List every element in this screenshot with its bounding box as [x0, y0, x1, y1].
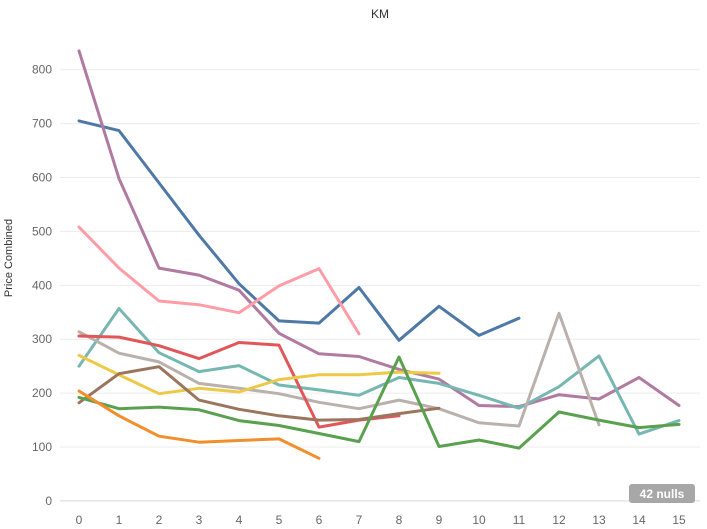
y-tick-label: 600 [32, 171, 52, 185]
series-line-8[interactable] [77, 365, 441, 422]
x-tick-label: 14 [632, 513, 646, 527]
x-tick-label: 9 [436, 513, 443, 527]
nulls-badge-label[interactable]: 42 nulls [640, 487, 685, 501]
y-tick-labels: 0 100 200 300 400 500 600 700 800 [32, 63, 52, 508]
series-line-6[interactable] [77, 334, 401, 429]
x-tick-label: 10 [472, 513, 486, 527]
series-line-2[interactable] [77, 49, 681, 409]
x-tick-label: 12 [552, 513, 566, 527]
x-tick-label: 0 [76, 513, 83, 527]
series-line-1[interactable] [77, 119, 521, 342]
series-line-5[interactable] [77, 311, 601, 428]
y-tick-label: 800 [32, 63, 52, 77]
x-tick-label: 2 [156, 513, 163, 527]
y-tick-label: 200 [32, 386, 52, 400]
x-tick-label: 5 [276, 513, 283, 527]
x-tick-label: 6 [316, 513, 323, 527]
series-line-9[interactable] [77, 355, 681, 450]
x-tick-label: 1 [116, 513, 123, 527]
x-tick-label: 15 [672, 513, 686, 527]
series-line-7[interactable] [77, 353, 441, 396]
y-tick-label: 500 [32, 224, 52, 238]
x-tick-label: 11 [513, 513, 526, 527]
chart-title: KM [371, 7, 389, 21]
x-tick-labels: 0 1 2 3 4 5 6 7 8 9 10 11 12 13 14 15 [76, 513, 686, 527]
y-tick-label: 700 [32, 117, 52, 131]
nulls-badge-background[interactable] [629, 484, 695, 503]
y-axis-label: Price Combined [3, 219, 15, 297]
x-tick-label: 7 [356, 513, 363, 527]
y-tick-label: 0 [45, 494, 52, 508]
y-tick-label: 400 [32, 278, 52, 292]
x-tick-label: 13 [592, 513, 606, 527]
x-tick-label: 8 [396, 513, 403, 527]
x-tick-label: 4 [236, 513, 243, 527]
series-line-10[interactable] [77, 389, 321, 460]
x-tick-label: 3 [196, 513, 203, 527]
series-layer [77, 49, 681, 460]
nulls-badge[interactable]: 42 nulls [629, 484, 695, 503]
y-tick-label: 100 [32, 440, 52, 454]
series-line-3[interactable] [77, 225, 361, 336]
y-tick-label: 300 [32, 332, 52, 346]
